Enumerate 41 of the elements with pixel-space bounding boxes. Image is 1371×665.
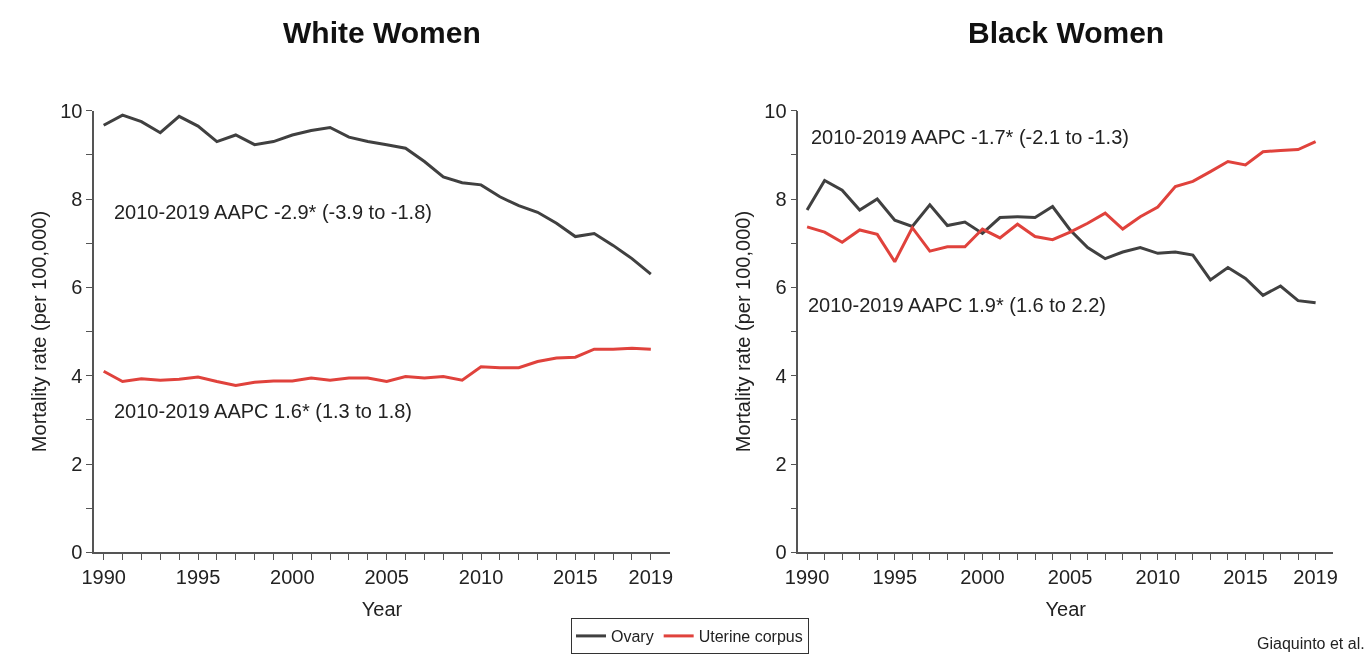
y-axis-title: Mortality rate (per 100,000) [732,210,755,453]
x-tick-label: 2005 [364,566,409,589]
x-tick-label: 2019 [628,566,674,589]
y-tick-label: 10 [60,99,83,122]
annotation: 2010-2019 AAPC -2.9* (-3.9 to -1.8) [114,201,432,223]
x-tick-label: 2015 [1223,566,1268,589]
chart-title: Black Women [968,16,1165,49]
line-series [102,113,653,276]
legend-label: Uterine corpus [698,628,803,646]
y-axis-title: Mortality rate (per 100,000) [28,210,51,453]
x-tick-label: 2019 [1293,566,1338,589]
x-tick-label: 2010 [458,566,504,589]
x-tick-label: 2005 [1047,566,1093,589]
y-tick-label: 6 [775,276,787,299]
x-tick-label: 2000 [270,566,315,589]
x-axis-title: Year [361,598,403,621]
y-tick-label: 10 [764,99,787,122]
x-tick-label: 2010 [1135,566,1181,589]
annotation: 2010-2019 AAPC 1.6* (1.3 to 1.8) [114,400,412,422]
annotation: 2010-2019 AAPC -1.7* (-2.1 to -1.3) [811,126,1129,148]
x-tick-label: 1990 [81,566,126,589]
x-tick-label: 1995 [872,566,918,589]
y-tick-label: 4 [775,364,787,387]
x-tick-label: 2015 [553,566,598,589]
y-tick-label: 8 [71,188,83,211]
legend-label: Ovary [611,628,654,646]
y-tick-label: 6 [71,276,83,299]
chart-title: White Women [283,16,481,49]
y-tick-label: 0 [775,541,787,564]
line-series [102,346,653,387]
annotation: 2010-2019 AAPC 1.9* (1.6 to 2.2) [808,294,1106,316]
x-tick-label: 1990 [784,566,830,589]
x-tick-label: 1995 [175,566,221,589]
y-tick-label: 4 [71,364,83,387]
text: Giaquinto et al. [1257,635,1365,652]
x-axis-title: Year [1045,598,1087,621]
y-tick-label: 8 [775,188,787,211]
y-tick-label: 0 [71,541,83,564]
y-tick-label: 2 [71,453,83,476]
y-tick-label: 2 [775,453,787,476]
x-tick-label: 2000 [960,566,1005,589]
